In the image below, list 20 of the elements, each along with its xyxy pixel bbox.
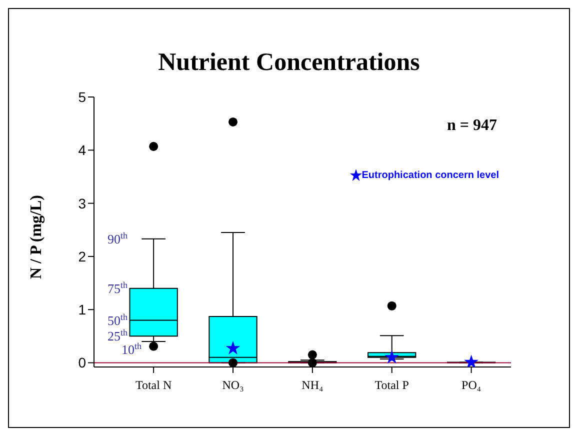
chart-title: Nutrient Concentrations — [157, 49, 421, 77]
annotation: 75$^{th}$ — [107, 280, 128, 296]
legend-label: Eutrophication concern level — [362, 170, 499, 180]
x-tick-label: NH₄ — [302, 378, 324, 392]
y-tick-label: 3 — [78, 195, 86, 212]
x-tick-label: Total P — [374, 378, 410, 392]
y-tick-label: 5 — [78, 88, 86, 105]
y-tick-label: 4 — [78, 142, 86, 158]
x-tick-label: PO₄ — [462, 378, 482, 392]
y-tick-label: 1 — [78, 302, 86, 318]
y-tick-label: 0 — [78, 354, 86, 371]
y-tick-label: 2 — [78, 248, 86, 264]
annotation: n = 947 — [446, 117, 497, 135]
x-tick-label: Total N — [135, 378, 172, 392]
x-tick-label: NO₃ — [222, 378, 244, 392]
annotation: 10$^{th}$ — [121, 341, 142, 358]
annotation: 25$^{th}$ — [107, 328, 128, 344]
annotation: 90$^{th}$ — [107, 230, 128, 246]
annotation: 50$^{th}$ — [107, 312, 128, 328]
y-axis-title: N / P (mg/L) — [28, 195, 46, 279]
